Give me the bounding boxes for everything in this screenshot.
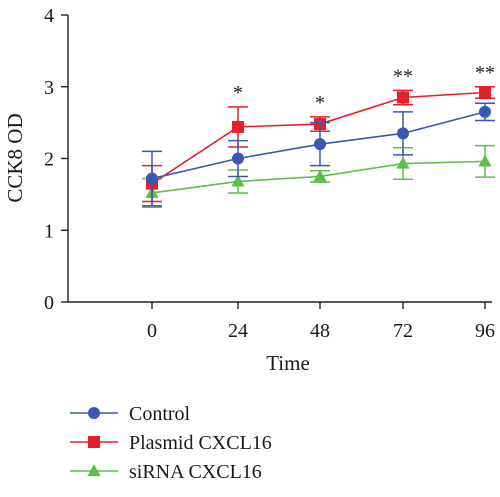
data-point [232, 120, 244, 133]
x-tick-label: 0 [147, 320, 157, 342]
axes: 0 1 2 3 4 0 24 48 72 96 [44, 5, 495, 342]
x-tick-label: 96 [475, 320, 495, 342]
legend-item: Control [70, 403, 191, 425]
y-tick-label: 2 [44, 149, 54, 171]
series-control [142, 102, 495, 207]
significance-marker: * [233, 82, 243, 104]
legend-item: siRNA CXCL16 [70, 461, 262, 483]
legend-marker [88, 407, 100, 419]
data-point [478, 154, 492, 167]
data-point [479, 86, 491, 99]
data-point [397, 127, 409, 140]
legend-label: siRNA CXCL16 [129, 461, 262, 483]
x-tick-label: 72 [393, 320, 413, 342]
significance-marker: ** [475, 62, 495, 84]
y-tick-label: 0 [44, 292, 54, 314]
significance-marker: ** [393, 65, 413, 87]
legend-marker [87, 464, 101, 477]
y-tick-label: 4 [44, 5, 54, 27]
y-tick-label: 3 [44, 77, 54, 99]
legend-marker [88, 436, 100, 448]
x-tick-label: 48 [310, 320, 330, 342]
series-layer [142, 86, 495, 209]
x-axis-label: Time [266, 351, 310, 375]
data-point [314, 138, 326, 151]
data-point [232, 152, 244, 165]
y-tick-label: 1 [44, 220, 54, 242]
data-point [396, 156, 410, 169]
legend-label: Control [129, 403, 191, 425]
legend: Control Plasmid CXCL16 siRNA CXCL16 [70, 403, 272, 483]
data-point [313, 169, 327, 182]
data-point [397, 91, 409, 104]
x-tick-label: 24 [228, 320, 248, 342]
significance-annotations: * *** ** [233, 62, 495, 114]
data-point [231, 174, 245, 187]
y-axis-label: CCK8 OD [3, 113, 27, 202]
legend-label: Plasmid CXCL16 [129, 432, 272, 454]
data-point [479, 105, 491, 118]
data-point [146, 172, 158, 185]
significance-marker: * [315, 92, 325, 114]
legend-item: Plasmid CXCL16 [70, 432, 272, 454]
